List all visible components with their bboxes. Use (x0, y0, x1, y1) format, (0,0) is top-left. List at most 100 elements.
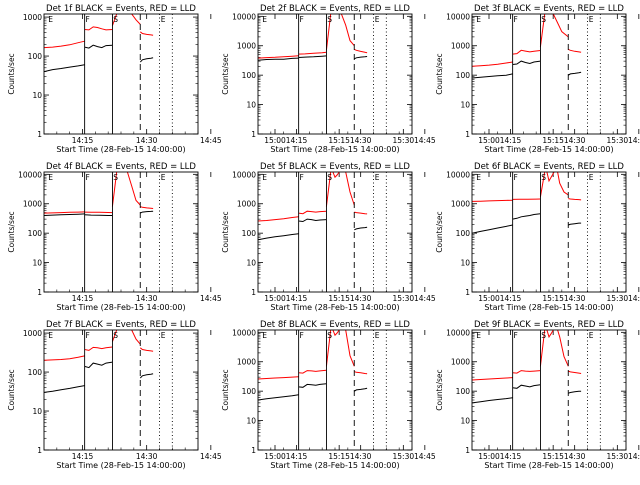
series-lld-segment-4 (333, 330, 339, 335)
panel-data (258, 14, 367, 60)
y-tick-label: 10 (460, 417, 470, 426)
x-tick-label: 14:45 (414, 294, 436, 303)
series-events-segment-2 (299, 384, 327, 388)
x-axis-label: Start Time (28-Feb-15 14:00:00) (270, 145, 399, 154)
panel-5: Det 5f BLACK = Events, RED = LLD11010010… (221, 162, 628, 312)
panel-1: Det 1f BLACK = Events, RED = LLD11010010… (7, 4, 414, 154)
marker-label-f: F (85, 173, 89, 182)
x-tick-label: 15:00 (264, 136, 286, 145)
x-axis-label: Start Time (28-Feb-15 14:00:00) (270, 303, 399, 312)
series-events-segment-1 (258, 58, 299, 60)
panel-8: Det 8f BLACK = Events, RED = LLD11010010… (221, 320, 628, 470)
plot-frame (472, 330, 626, 450)
series-lld-segment-1 (44, 212, 85, 213)
plot-frame (44, 14, 198, 134)
x-tick-label: 15:15 (328, 136, 350, 145)
panel-title: Det 1f BLACK = Events, RED = LLD (46, 4, 196, 14)
y-tick-label: 10 (32, 407, 42, 416)
x-axis-label: Start Time (28-Feb-15 14:00:00) (484, 145, 613, 154)
y-tick-label: 1 (251, 288, 256, 297)
y-tick-label: 1000 (451, 42, 470, 51)
panel-data (258, 330, 367, 400)
series-lld-segment-5 (140, 32, 153, 36)
y-axis-label: Counts/sec (221, 369, 230, 410)
y-tick-label: 100 (456, 387, 471, 396)
x-tick-label: 15:00 (264, 294, 286, 303)
y-tick-label: 10000 (232, 170, 256, 179)
series-events-segment-3 (354, 388, 367, 391)
panel-3: Det 3f BLACK = Events, RED = LLD11010010… (435, 4, 640, 154)
x-axis-label: Start Time (28-Feb-15 14:00:00) (56, 303, 185, 312)
y-tick-label: 10000 (446, 170, 470, 179)
series-lld-segment-5 (568, 49, 581, 52)
series-lld-segment-6 (354, 212, 367, 214)
panel-data (258, 172, 367, 240)
x-tick-label: 15:00 (478, 294, 500, 303)
x-tick-label: 14:30 (136, 452, 158, 461)
panel-4: Det 4f BLACK = Events, RED = LLD11010010… (7, 162, 414, 312)
series-events-segment-2 (513, 61, 541, 64)
y-tick-label: 10000 (232, 328, 256, 337)
series-lld-segment-4 (547, 330, 553, 337)
y-tick-label: 100 (242, 387, 257, 396)
marker-label-e: E (48, 331, 53, 340)
y-tick-label: 100 (456, 71, 471, 80)
series-events-segment-1 (44, 65, 85, 72)
y-axis-label: Counts/sec (7, 369, 16, 410)
marker-label-e: E (161, 173, 166, 182)
x-tick-label: 15:15 (542, 452, 564, 461)
series-lld-segment-6 (568, 371, 581, 373)
series-events-segment-1 (472, 74, 513, 78)
series-lld-segment-5 (140, 207, 153, 209)
y-tick-label: 1000 (237, 358, 256, 367)
plot-frame (258, 172, 412, 292)
panel-title: Det 2f BLACK = Events, RED = LLD (260, 4, 410, 14)
series-events-segment-2 (85, 45, 113, 48)
panel-data (44, 330, 153, 392)
x-tick-label: 14:30 (564, 136, 586, 145)
x-tick-label: 15:30 (393, 294, 415, 303)
marker-label-s: S (327, 15, 332, 24)
x-tick-label: 15:30 (393, 136, 415, 145)
y-tick-label: 1 (37, 130, 42, 139)
series-lld-segment-1 (44, 41, 85, 47)
y-tick-label: 100 (456, 229, 471, 238)
y-tick-label: 1 (37, 288, 42, 297)
marker-label-f: F (299, 15, 303, 24)
series-events-segment-1 (258, 395, 299, 400)
series-lld-segment-2 (299, 370, 327, 373)
series-lld-segment-4 (132, 330, 141, 344)
x-axis-label: Start Time (28-Feb-15 14:00:00) (56, 461, 185, 470)
x-axis-label: Start Time (28-Feb-15 14:00:00) (484, 461, 613, 470)
plot-frame (472, 172, 626, 292)
y-tick-label: 10000 (18, 170, 42, 179)
y-tick-label: 10 (246, 101, 256, 110)
series-lld-segment-4 (127, 172, 140, 205)
x-tick-label: 14:45 (200, 294, 222, 303)
marker-label-f: F (299, 173, 303, 182)
marker-label-e: E (589, 331, 594, 340)
series-lld-segment-5 (140, 348, 153, 352)
x-tick-label: 14:45 (200, 136, 222, 145)
series-lld-segment-4 (132, 14, 141, 24)
plot-frame (472, 14, 626, 134)
x-tick-label: 14:15 (72, 452, 94, 461)
y-tick-label: 10000 (232, 12, 256, 21)
series-events-segment-1 (258, 234, 299, 240)
series-lld-segment-1 (258, 377, 299, 379)
plot-frame (258, 14, 412, 134)
series-lld-segment-2 (299, 52, 327, 54)
series-events-segment-3 (568, 391, 581, 393)
x-tick-label: 14:30 (350, 294, 372, 303)
series-events-segment-3 (354, 57, 367, 59)
marker-label-s: S (327, 331, 332, 340)
x-tick-label: 15:00 (478, 452, 500, 461)
series-events-segment-2 (513, 385, 541, 389)
series-lld-segment-4 (553, 14, 568, 37)
x-tick-label: 15:30 (393, 452, 415, 461)
y-tick-label: 10 (32, 259, 42, 268)
marker-label-f: F (85, 331, 89, 340)
y-tick-label: 10 (246, 259, 256, 268)
